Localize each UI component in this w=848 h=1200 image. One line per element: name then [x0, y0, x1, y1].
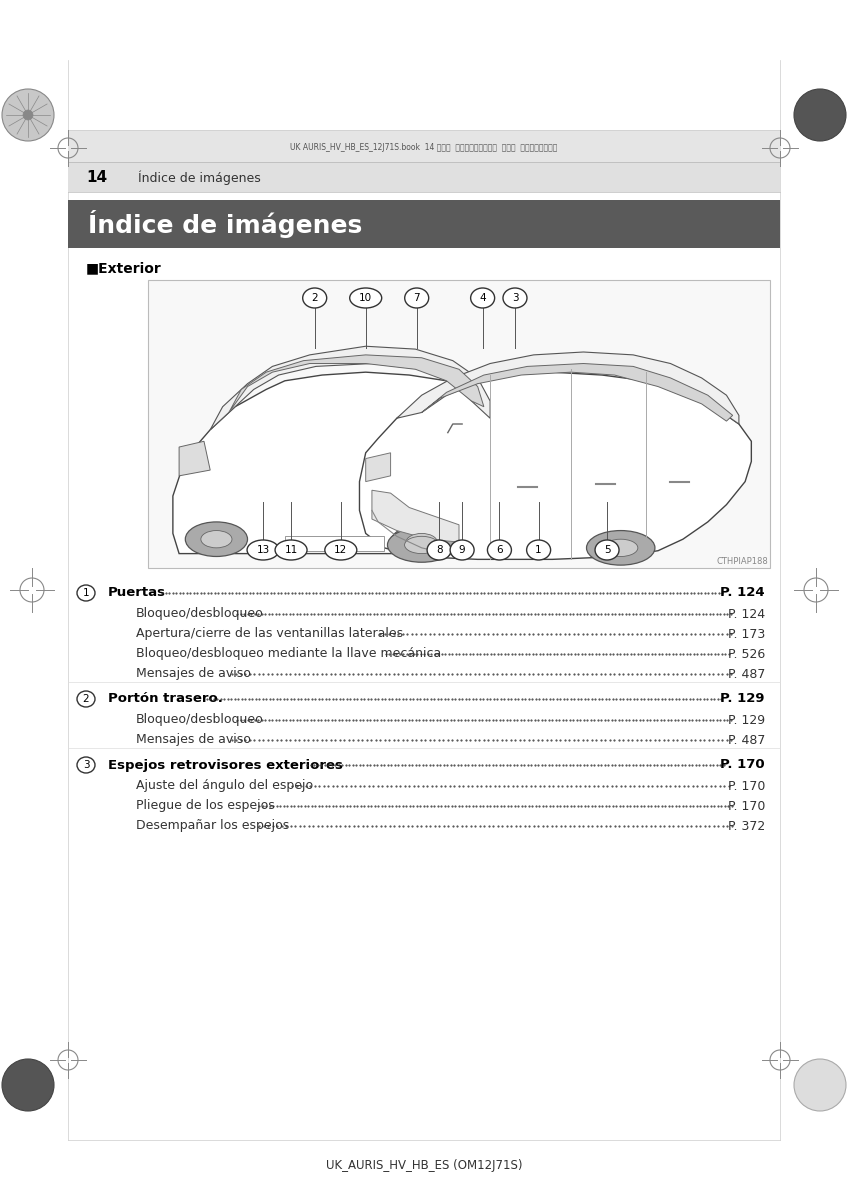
Text: P. 526: P. 526: [728, 648, 765, 660]
Text: Pliegue de los espejos: Pliegue de los espejos: [136, 799, 275, 812]
Text: 3: 3: [511, 293, 518, 302]
Text: 12: 12: [334, 545, 348, 554]
Text: Bloqueo/desbloqueo: Bloqueo/desbloqueo: [136, 607, 264, 620]
Text: P. 170: P. 170: [720, 758, 765, 772]
Polygon shape: [421, 364, 733, 421]
Text: 8: 8: [436, 545, 443, 554]
Text: P. 170: P. 170: [728, 799, 765, 812]
Text: 1: 1: [535, 545, 542, 554]
FancyBboxPatch shape: [148, 280, 770, 568]
Ellipse shape: [77, 584, 95, 601]
Text: Apertura/cierre de las ventanillas laterales: Apertura/cierre de las ventanillas later…: [136, 628, 403, 641]
Text: 4: 4: [479, 293, 486, 302]
Ellipse shape: [471, 288, 494, 308]
Polygon shape: [229, 355, 484, 413]
Text: P. 487: P. 487: [728, 667, 765, 680]
Ellipse shape: [388, 528, 456, 563]
FancyBboxPatch shape: [68, 200, 780, 248]
Ellipse shape: [488, 540, 511, 560]
Ellipse shape: [303, 288, 326, 308]
Ellipse shape: [406, 534, 438, 551]
Ellipse shape: [604, 539, 638, 557]
Circle shape: [2, 1058, 54, 1111]
Ellipse shape: [77, 691, 95, 707]
Polygon shape: [210, 347, 490, 430]
Ellipse shape: [404, 288, 429, 308]
Text: Bloqueo/desbloqueo mediante la llave mecánica: Bloqueo/desbloqueo mediante la llave mec…: [136, 648, 441, 660]
Text: 14: 14: [86, 170, 107, 186]
Text: P. 173: P. 173: [728, 628, 765, 641]
Ellipse shape: [391, 524, 453, 559]
Text: P. 124: P. 124: [728, 607, 765, 620]
Text: Mensajes de aviso: Mensajes de aviso: [136, 667, 251, 680]
Polygon shape: [173, 372, 490, 553]
Ellipse shape: [404, 536, 438, 553]
Circle shape: [794, 1058, 846, 1111]
Text: Espejos retrovisores exteriores: Espejos retrovisores exteriores: [108, 758, 343, 772]
Text: P. 372: P. 372: [728, 820, 765, 833]
Text: 6: 6: [496, 545, 503, 554]
Text: 2: 2: [83, 694, 89, 704]
Text: P. 170: P. 170: [728, 780, 765, 792]
Text: Índice de imágenes: Índice de imágenes: [88, 210, 362, 238]
Text: P. 129: P. 129: [721, 692, 765, 706]
Text: Desempañar los espejos: Desempañar los espejos: [136, 820, 289, 833]
Ellipse shape: [325, 540, 357, 560]
Text: 9: 9: [459, 545, 466, 554]
Ellipse shape: [587, 530, 655, 565]
Text: P. 487: P. 487: [728, 733, 765, 746]
Ellipse shape: [247, 540, 279, 560]
Circle shape: [23, 110, 33, 120]
Ellipse shape: [527, 540, 550, 560]
Text: Puertas: Puertas: [108, 587, 166, 600]
Polygon shape: [365, 452, 391, 481]
Circle shape: [794, 89, 846, 140]
Ellipse shape: [201, 530, 232, 548]
Text: 2: 2: [311, 293, 318, 302]
Ellipse shape: [275, 540, 307, 560]
Text: 5: 5: [604, 545, 611, 554]
Text: UK_AURIS_HV_HB_ES (OM12J71S): UK_AURIS_HV_HB_ES (OM12J71S): [326, 1158, 522, 1171]
Text: P. 129: P. 129: [728, 714, 765, 726]
Polygon shape: [372, 491, 459, 542]
Ellipse shape: [595, 540, 619, 560]
Ellipse shape: [450, 540, 474, 560]
Text: ■Exterior: ■Exterior: [86, 260, 162, 275]
Text: 3: 3: [83, 760, 89, 770]
Text: 7: 7: [413, 293, 420, 302]
Ellipse shape: [349, 288, 382, 308]
Text: P. 124: P. 124: [720, 587, 765, 600]
Circle shape: [2, 89, 54, 140]
Text: Índice de imágenes: Índice de imágenes: [138, 170, 260, 185]
Text: Ajuste del ángulo del espejo: Ajuste del ángulo del espejo: [136, 780, 313, 792]
Ellipse shape: [503, 288, 527, 308]
Text: Portón trasero.: Portón trasero.: [108, 692, 223, 706]
FancyBboxPatch shape: [68, 162, 780, 192]
Text: 11: 11: [284, 545, 298, 554]
Polygon shape: [179, 442, 210, 476]
Ellipse shape: [186, 522, 248, 557]
Polygon shape: [285, 536, 384, 551]
Polygon shape: [360, 372, 751, 559]
Ellipse shape: [427, 540, 451, 560]
Text: Bloqueo/desbloqueo: Bloqueo/desbloqueo: [136, 714, 264, 726]
Text: CTHPIAP188: CTHPIAP188: [717, 557, 768, 566]
Ellipse shape: [77, 757, 95, 773]
Text: Mensajes de aviso: Mensajes de aviso: [136, 733, 251, 746]
Polygon shape: [397, 352, 739, 424]
Text: UK AURIS_HV_HB_ES_12J71S.book  14 ページ  ２０１５年３月３日  火曜日  午前１１時３９分: UK AURIS_HV_HB_ES_12J71S.book 14 ページ ２０１…: [290, 144, 558, 152]
Text: 10: 10: [360, 293, 372, 302]
Text: 13: 13: [256, 545, 270, 554]
FancyBboxPatch shape: [68, 130, 780, 162]
Text: 1: 1: [83, 588, 89, 598]
